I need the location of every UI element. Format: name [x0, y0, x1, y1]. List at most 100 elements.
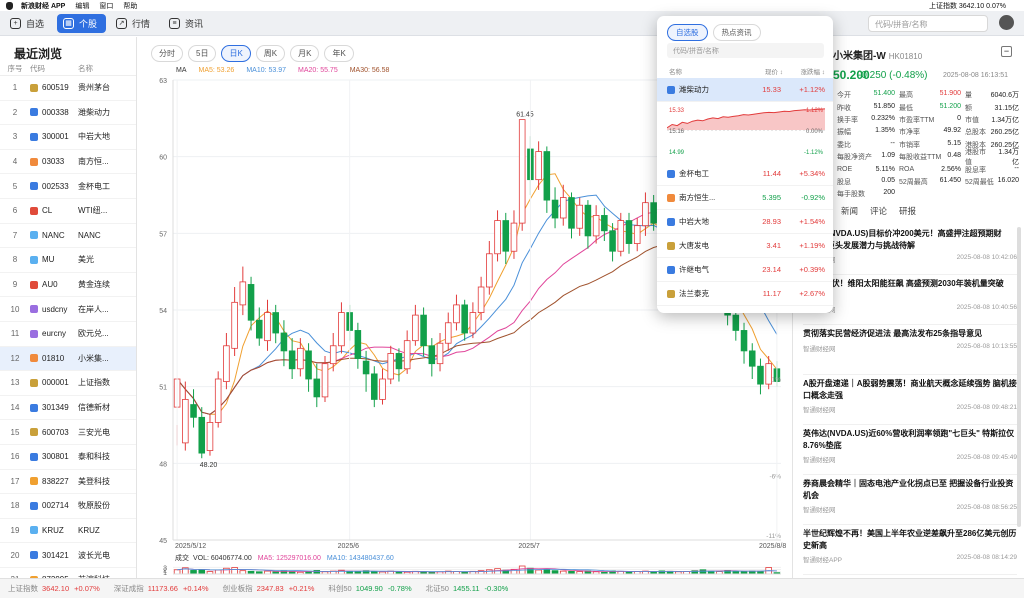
candle[interactable]	[338, 302, 345, 354]
candle[interactable]	[387, 345, 395, 385]
candle[interactable]	[272, 304, 279, 344]
news-item[interactable]: 贯彻落实民营经济促进法 最高法发布25条指导意见 智通财经网 2025-08-08 …	[803, 325, 1017, 375]
list-item[interactable]: 1 600519 贵州茅台	[0, 76, 136, 101]
candle[interactable]	[617, 212, 625, 257]
index-ticker[interactable]: 北证50 1455.11 -0.30%	[426, 583, 509, 594]
menu-app-name[interactable]: 新浪财经 APP	[21, 2, 66, 10]
menu-edit[interactable]: 编辑	[75, 2, 90, 10]
list-item[interactable]: 2 000338 潍柴动力	[0, 101, 136, 126]
apple-icon[interactable]	[6, 1, 13, 10]
candle[interactable]	[362, 350, 370, 392]
candle[interactable]	[510, 210, 518, 259]
period-tab[interactable]: 5日	[188, 45, 217, 62]
candle[interactable]	[461, 299, 468, 341]
candle[interactable]	[494, 210, 501, 262]
candle[interactable]	[354, 322, 362, 369]
menubar-index-status[interactable]: 上证指数 3642.10 0.07%	[929, 0, 1016, 11]
list-item[interactable]: 18 002714 牧原股份	[0, 494, 136, 519]
candle[interactable]	[214, 371, 222, 428]
candle[interactable]	[757, 358, 764, 395]
news-item[interactable]: 英伟达(NVDA.US)目标价冲200美元！高盛押注超预期财报，AI巨头发展潜力…	[803, 225, 1017, 275]
list-item[interactable]: 20 301421 波长光电	[0, 543, 136, 568]
candle[interactable]	[568, 192, 575, 239]
list-item[interactable]: 6 CL WTI纽...	[0, 199, 136, 224]
candle[interactable]	[305, 343, 312, 392]
candle[interactable]	[444, 312, 452, 351]
candle[interactable]	[280, 320, 288, 367]
news-item[interactable]: A股开盘速递｜A股弱势震荡！商业航天概念延续强势 脑机接口概念走强 智通财经网 20…	[803, 375, 1017, 425]
header-change[interactable]: 涨跌幅 ↕	[800, 69, 825, 76]
candle[interactable]	[329, 333, 337, 372]
candle[interactable]	[502, 212, 510, 264]
candle[interactable]	[428, 338, 436, 377]
candle[interactable]	[559, 184, 567, 226]
news-tab[interactable]: 新闻	[841, 206, 859, 216]
popover-row[interactable]: 金杯电工 11.44 +5.34%	[657, 162, 833, 186]
candle[interactable]	[650, 195, 657, 231]
candle[interactable]	[477, 276, 485, 321]
news-item[interactable]: 半世纪辉煌不再！美国上半年农业逆差飙升至286亿美元创历史新高 智通财经APP 20…	[803, 525, 1017, 575]
candle[interactable]	[198, 407, 206, 459]
list-item[interactable]: 5 002533 金杯电工	[0, 174, 136, 199]
candle[interactable]	[592, 205, 600, 244]
candle[interactable]	[469, 302, 477, 339]
period-tab[interactable]: 日K	[221, 45, 251, 62]
candle[interactable]	[584, 200, 592, 249]
candle[interactable]	[453, 294, 460, 331]
candle[interactable]	[206, 414, 214, 456]
list-item[interactable]: 14 301349 信德新材	[0, 396, 136, 421]
candle[interactable]	[633, 218, 641, 252]
candle[interactable]	[551, 187, 559, 229]
candle[interactable]	[182, 381, 189, 451]
candle[interactable]	[313, 363, 321, 408]
top-search-input[interactable]: 代码/拼音/名称	[868, 15, 988, 32]
candle[interactable]	[535, 141, 542, 190]
list-item[interactable]: 8 MU 美光	[0, 248, 136, 273]
candle[interactable]	[395, 348, 403, 382]
list-item[interactable]: 16 300801 泰和科技	[0, 445, 136, 470]
period-tab[interactable]: 年K	[324, 45, 354, 62]
header-price[interactable]: 现价 ↕	[764, 69, 783, 76]
tab-market[interactable]: ↗ 行情	[110, 14, 159, 33]
list-item[interactable]: 7 NANC NANC	[0, 224, 136, 249]
index-ticker[interactable]: 科创50 1049.90 -0.78%	[328, 583, 411, 594]
candle[interactable]	[765, 356, 772, 390]
menu-window[interactable]: 窗口	[99, 2, 114, 10]
period-tab[interactable]: 月K	[290, 45, 320, 62]
list-item[interactable]: 3 300001 中岩大地	[0, 125, 136, 150]
period-tab[interactable]: 分时	[151, 45, 183, 62]
news-scrollbar[interactable]	[1017, 227, 1021, 527]
candle[interactable]	[247, 276, 255, 331]
popover-row[interactable]: 统德工6.14+6.41%	[657, 306, 833, 313]
avatar[interactable]	[999, 15, 1014, 30]
index-ticker[interactable]: 上证指数 3642.10 +0.07%	[8, 583, 100, 594]
candle[interactable]	[264, 299, 271, 351]
list-item[interactable]: 15 600703 三安光电	[0, 420, 136, 445]
list-item[interactable]: 21 872995 苏滨科技	[0, 568, 136, 578]
candle[interactable]	[412, 304, 419, 346]
popover-row[interactable]: 中岩大地 28.93 +1.54%	[657, 210, 833, 234]
candle[interactable]	[543, 146, 551, 213]
popover-tab[interactable]: 热点资讯	[712, 24, 761, 41]
index-ticker[interactable]: 创业板指 2347.83 +0.21%	[223, 583, 315, 594]
candle[interactable]	[255, 307, 263, 346]
popover-row[interactable]: 潍柴动力 15.33 +1.12%	[657, 78, 833, 102]
tab-watchlist[interactable]: + 自选	[4, 14, 53, 33]
tab-stock[interactable]: ▦ 个股	[57, 13, 107, 33]
candle[interactable]	[609, 223, 616, 262]
popover-row[interactable]: 法兰泰克 11.17 +2.67%	[657, 282, 833, 306]
list-item[interactable]: 19 KRUZ KRUZ	[0, 519, 136, 544]
news-tab[interactable]: 评论	[870, 206, 888, 216]
tab-news[interactable]: ≡ 资讯	[163, 14, 212, 33]
header-name[interactable]: 名称	[669, 69, 682, 76]
candle[interactable]	[740, 322, 748, 364]
popover-row[interactable]: 大唐发电 3.41 +1.19%	[657, 234, 833, 258]
candle[interactable]	[371, 366, 378, 408]
popover-row[interactable]: 许继电气 23.14 +0.39%	[657, 258, 833, 282]
collapse-button[interactable]: −	[1001, 46, 1012, 57]
candle[interactable]	[190, 389, 197, 428]
candle[interactable]	[518, 119, 526, 231]
candle[interactable]	[486, 241, 493, 295]
period-tab[interactable]: 周K	[255, 45, 286, 62]
candle[interactable]	[601, 207, 608, 241]
